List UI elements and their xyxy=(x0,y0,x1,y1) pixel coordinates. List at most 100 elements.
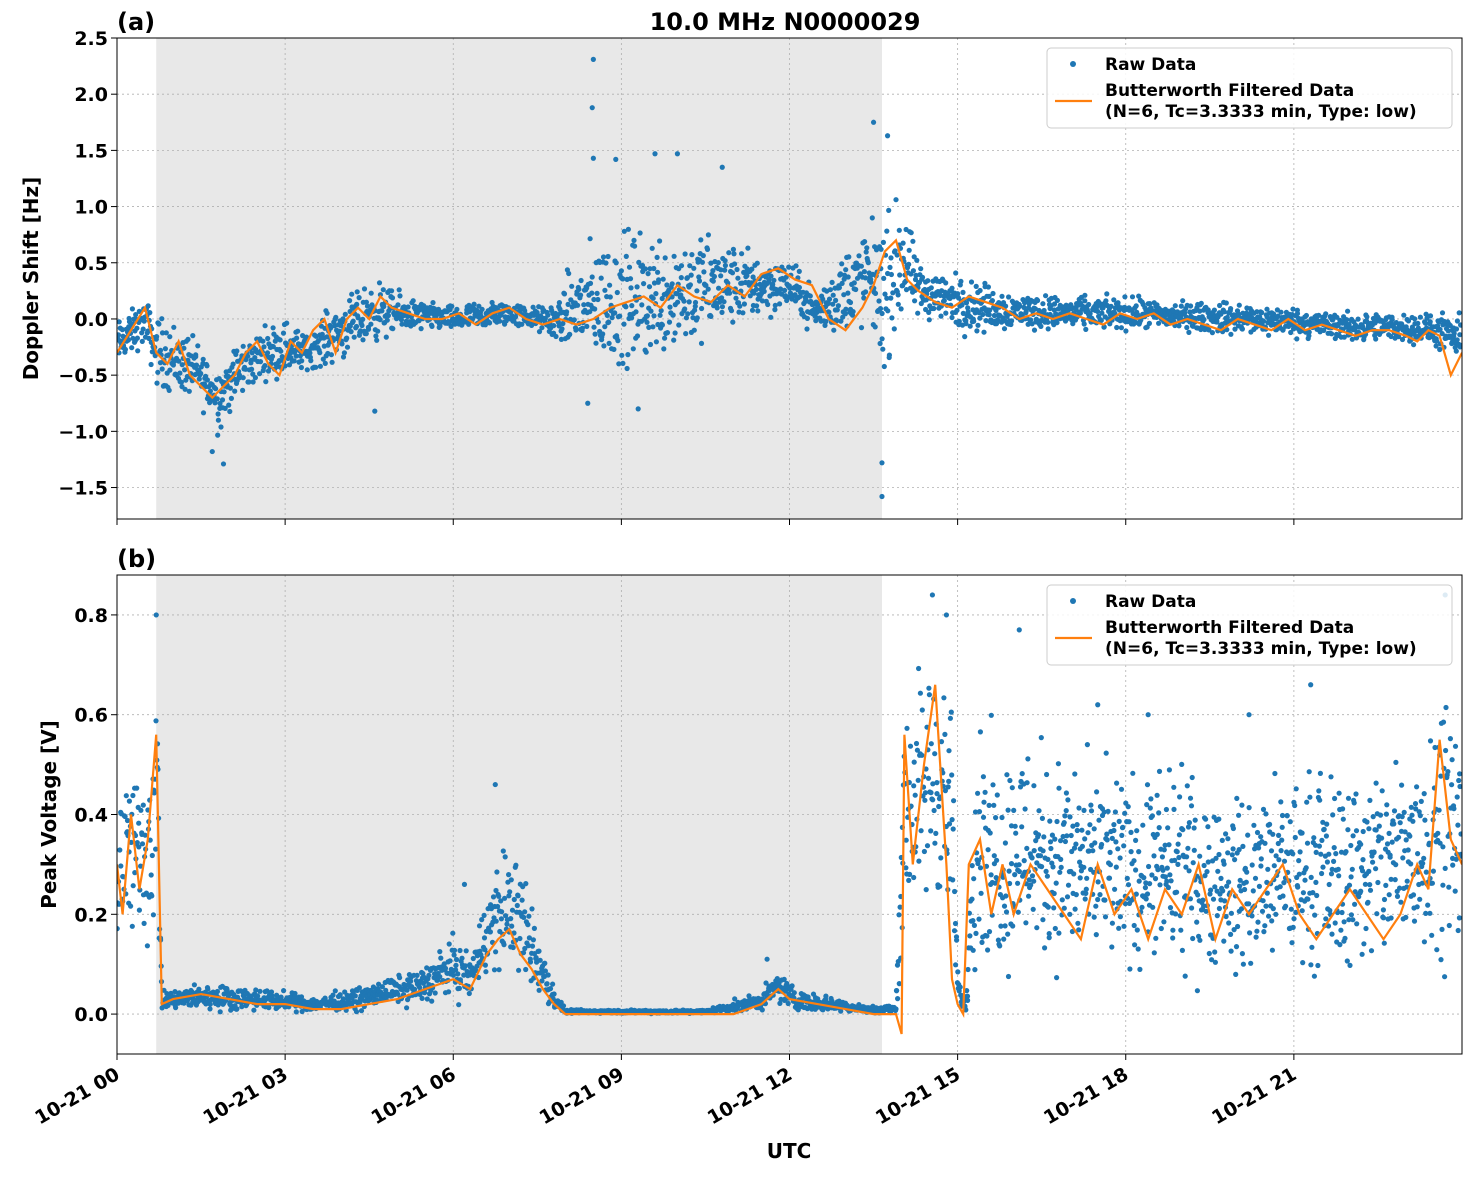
raw-data-point xyxy=(1208,888,1213,893)
raw-data-point xyxy=(443,966,448,971)
raw-data-point xyxy=(919,828,924,833)
raw-data-point xyxy=(1025,756,1030,761)
raw-data-point xyxy=(1041,848,1046,853)
raw-data-point xyxy=(1213,960,1218,965)
raw-data-point xyxy=(906,262,911,267)
raw-data-point xyxy=(1166,885,1171,890)
raw-data-point xyxy=(385,318,390,323)
raw-data-point xyxy=(1295,885,1300,890)
raw-data-point xyxy=(1255,920,1260,925)
raw-data-point xyxy=(1255,830,1260,835)
raw-data-point xyxy=(253,375,258,380)
raw-data-point xyxy=(307,350,312,355)
raw-data-point xyxy=(805,316,810,321)
raw-data-point xyxy=(655,270,660,275)
raw-data-point xyxy=(712,274,717,279)
raw-data-point xyxy=(925,843,930,848)
raw-data-point xyxy=(727,291,732,296)
raw-data-point xyxy=(459,956,464,961)
raw-data-point xyxy=(1086,302,1091,307)
raw-data-point xyxy=(1155,793,1160,798)
raw-data-point xyxy=(1114,781,1119,786)
raw-data-point xyxy=(786,1001,791,1006)
raw-data-point xyxy=(1231,826,1236,831)
raw-data-point xyxy=(958,985,963,990)
raw-data-point xyxy=(1279,848,1284,853)
raw-data-point xyxy=(506,872,511,877)
raw-data-point xyxy=(1159,926,1164,931)
raw-data-point xyxy=(1089,808,1094,813)
raw-data-point xyxy=(1006,294,1011,299)
raw-data-point xyxy=(735,276,740,281)
raw-data-point xyxy=(1156,321,1161,326)
raw-data-point xyxy=(705,247,710,252)
raw-data-point xyxy=(1244,880,1249,885)
raw-data-point xyxy=(141,803,146,808)
raw-data-point xyxy=(1261,929,1266,934)
raw-data-point xyxy=(494,869,499,874)
raw-data-point xyxy=(699,341,704,346)
raw-data-point xyxy=(397,287,402,292)
raw-data-point xyxy=(596,320,601,325)
raw-data-point xyxy=(644,320,649,325)
raw-data-point xyxy=(386,313,391,318)
raw-data-point xyxy=(692,328,697,333)
raw-data-point xyxy=(263,379,268,384)
raw-data-point xyxy=(1224,300,1229,305)
raw-data-point xyxy=(1170,935,1175,940)
raw-data-point xyxy=(591,156,596,161)
raw-data-point xyxy=(1036,808,1041,813)
raw-data-point xyxy=(1132,923,1137,928)
raw-data-point xyxy=(1281,880,1286,885)
raw-data-point xyxy=(1189,905,1194,910)
raw-data-point xyxy=(896,292,901,297)
raw-data-point xyxy=(722,268,727,273)
raw-data-point xyxy=(952,889,957,894)
raw-data-point xyxy=(972,967,977,972)
raw-data-point xyxy=(711,279,716,284)
raw-data-point xyxy=(635,333,640,338)
raw-data-point xyxy=(1116,926,1121,931)
y-tick-label: −1.0 xyxy=(58,421,108,443)
raw-data-point xyxy=(643,266,648,271)
raw-data-point xyxy=(1073,907,1078,912)
raw-data-point xyxy=(1246,901,1251,906)
raw-data-point xyxy=(455,971,460,976)
raw-data-point xyxy=(1004,909,1009,914)
raw-data-point xyxy=(1457,310,1462,315)
raw-data-point xyxy=(1258,863,1263,868)
raw-data-point xyxy=(1050,864,1055,869)
raw-data-point xyxy=(1185,846,1190,851)
raw-data-point xyxy=(1223,831,1228,836)
raw-data-point xyxy=(1207,951,1212,956)
raw-data-point xyxy=(1040,816,1045,821)
raw-data-point xyxy=(1038,324,1043,329)
raw-data-point xyxy=(591,325,596,330)
raw-data-point xyxy=(971,948,976,953)
raw-data-point xyxy=(1228,932,1233,937)
raw-data-point xyxy=(433,990,438,995)
raw-data-point xyxy=(992,853,997,858)
raw-data-point xyxy=(679,275,684,280)
raw-data-point xyxy=(221,461,226,466)
raw-data-point xyxy=(873,291,878,296)
raw-data-point xyxy=(661,346,666,351)
raw-data-point xyxy=(472,302,477,307)
raw-data-point xyxy=(234,348,239,353)
raw-data-point xyxy=(846,274,851,279)
raw-data-point xyxy=(911,783,916,788)
raw-data-point xyxy=(377,280,382,285)
raw-data-point xyxy=(1099,842,1104,847)
raw-data-point xyxy=(954,938,959,943)
raw-data-point xyxy=(493,949,498,954)
raw-data-point xyxy=(695,315,700,320)
raw-data-point xyxy=(626,227,631,232)
raw-data-point xyxy=(730,320,735,325)
raw-data-point xyxy=(876,298,881,303)
raw-data-point xyxy=(1044,772,1049,777)
raw-data-point xyxy=(190,333,195,338)
raw-data-point xyxy=(880,347,885,352)
raw-data-point xyxy=(351,319,356,324)
raw-data-point xyxy=(1135,927,1140,932)
